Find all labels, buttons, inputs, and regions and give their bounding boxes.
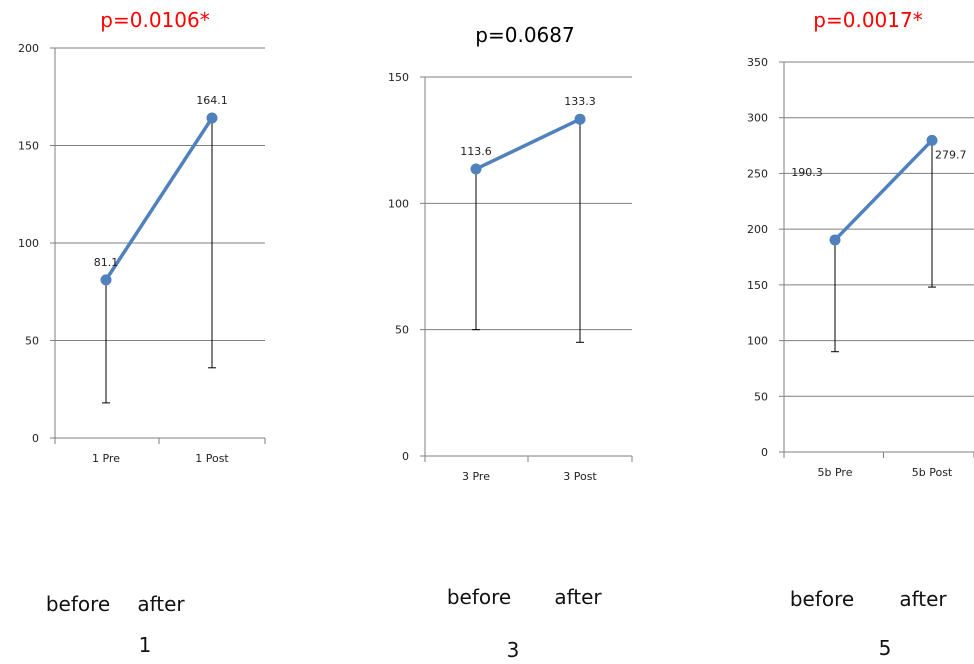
panel-number: 3 xyxy=(507,638,520,662)
chart-title: p=0.0687 xyxy=(475,23,574,47)
x-tick-label: 1 Post xyxy=(195,452,229,465)
x-tick-label: 1 Pre xyxy=(92,452,120,465)
y-tick-label: 50 xyxy=(395,324,409,337)
x-tick-label: 3 Post xyxy=(563,470,597,483)
chart-panel-5: p=0.0017* 0 50 100 150 200 250 300 350 190.3 279.7… xyxy=(747,8,974,660)
data-point xyxy=(829,234,841,246)
y-tick-label: 50 xyxy=(754,390,768,403)
y-tick-label: 150 xyxy=(747,279,768,292)
y-tick-label: 100 xyxy=(18,237,39,250)
y-tick-label: 0 xyxy=(402,450,409,463)
data-point xyxy=(100,274,112,286)
y-tick-label: 0 xyxy=(761,446,768,459)
x-tick-label: 5b Post xyxy=(912,466,953,479)
y-tick-label: 100 xyxy=(388,197,409,210)
y-tick-label: 50 xyxy=(25,335,39,348)
data-label: 113.6 xyxy=(460,145,492,158)
condition-caption: before xyxy=(790,587,854,611)
data-point xyxy=(470,163,482,175)
y-tick-label: 150 xyxy=(18,140,39,153)
condition-caption: after xyxy=(137,592,185,616)
panel-number: 5 xyxy=(879,636,892,660)
y-tick-label: 300 xyxy=(747,112,768,125)
panel-number: 1 xyxy=(139,633,152,657)
y-tick-label: 100 xyxy=(747,335,768,348)
chart-panel-3: p=0.0687 0 50 100 150 113.6 133.3 3 Pre 3 Post be… xyxy=(388,23,633,662)
data-point xyxy=(206,112,218,124)
data-label: 279.7 xyxy=(935,148,967,161)
y-tick-label: 150 xyxy=(388,71,409,84)
chart-panel-1: p=0.0106* 0 50 100 150 200 81.1 164.1 1 Pre 1 Pos… xyxy=(18,8,266,657)
data-label: 81.1 xyxy=(94,256,119,269)
chart-title: p=0.0017* xyxy=(813,8,922,32)
series-line xyxy=(104,116,214,282)
condition-caption: before xyxy=(46,592,110,616)
x-tick-label: 3 Pre xyxy=(462,470,490,483)
data-point xyxy=(926,134,938,146)
y-tick-label: 200 xyxy=(18,42,39,55)
chart-title: p=0.0106* xyxy=(100,8,209,32)
y-tick-label: 250 xyxy=(747,167,768,180)
condition-caption: after xyxy=(899,587,947,611)
y-tick-label: 0 xyxy=(32,432,39,445)
y-tick-label: 200 xyxy=(747,223,768,236)
condition-caption: after xyxy=(554,585,602,609)
series-line xyxy=(833,138,934,242)
x-tick-label: 5b Pre xyxy=(818,466,853,479)
y-tick-label: 350 xyxy=(747,56,768,69)
series-line xyxy=(474,117,582,171)
condition-caption: before xyxy=(447,585,511,609)
data-label: 133.3 xyxy=(564,95,596,108)
data-label: 190.3 xyxy=(791,166,823,179)
data-label: 164.1 xyxy=(196,94,228,107)
data-point xyxy=(574,113,586,125)
